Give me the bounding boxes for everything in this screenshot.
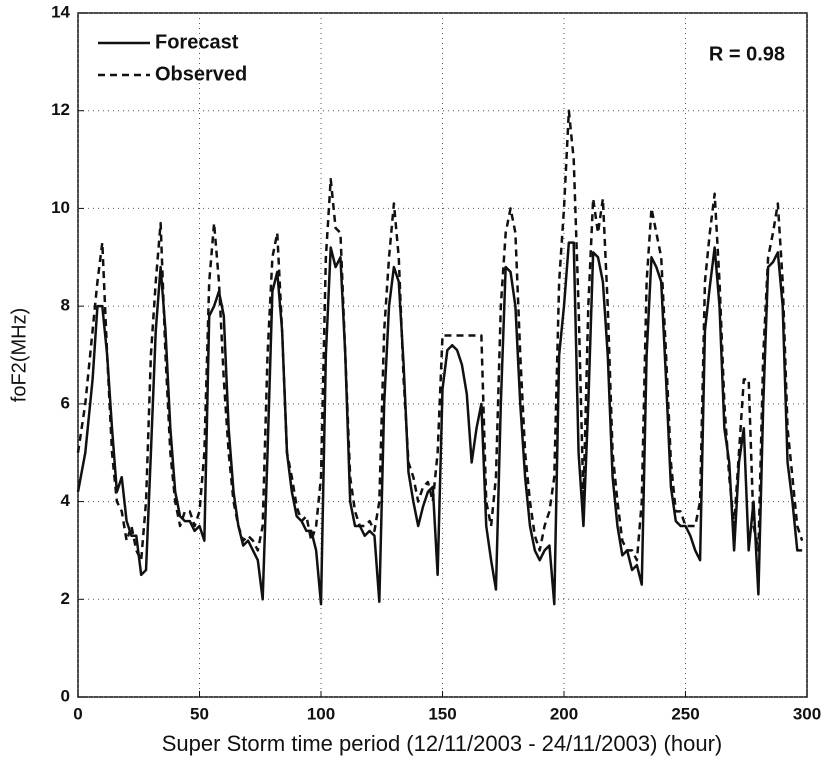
x-axis-label: Super Storm time period (12/11/2003 - 24… xyxy=(162,731,723,756)
annotation: R = 0.98 xyxy=(709,43,785,65)
x-tick-label: 0 xyxy=(73,704,82,723)
x-tick-label: 300 xyxy=(793,704,821,723)
x-tick-label: 250 xyxy=(671,704,699,723)
y-tick-label: 2 xyxy=(61,589,70,608)
x-tick-label: 200 xyxy=(550,704,578,723)
x-tick-label: 100 xyxy=(307,704,335,723)
legend-label: Forecast xyxy=(155,31,239,53)
y-tick-label: 6 xyxy=(61,393,70,412)
y-tick-label: 10 xyxy=(51,198,70,217)
y-tick-label: 12 xyxy=(51,100,70,119)
y-tick-label: 4 xyxy=(61,491,71,510)
x-tick-label: 150 xyxy=(428,704,456,723)
y-axis-label: foF2(MHz) xyxy=(8,308,30,402)
series-line xyxy=(76,241,803,606)
y-tick-label: 8 xyxy=(61,296,70,315)
y-tick-label: 14 xyxy=(51,2,70,21)
legend-label: Observed xyxy=(155,63,247,85)
y-tick-label: 0 xyxy=(61,686,70,705)
x-tick-label: 50 xyxy=(190,704,209,723)
